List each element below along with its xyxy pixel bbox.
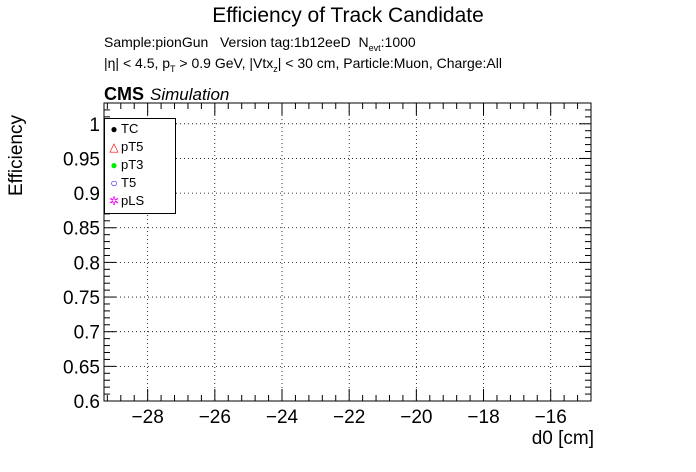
plot-frame: [103, 102, 592, 402]
chart-title: Efficiency of Track Candidate: [212, 4, 484, 27]
nevt-value: :1000: [380, 34, 416, 50]
legend-label-pt5: pT5: [121, 139, 144, 154]
legend-item-tc: ● TC: [107, 119, 138, 138]
y-tick-label-3: 0.75: [63, 288, 100, 309]
x-tick-label-0: −28: [132, 407, 164, 428]
y-tick-label-5: 0.85: [63, 219, 100, 240]
x-tick-label-6: −16: [535, 407, 567, 428]
nevt-prefix: N: [358, 34, 369, 50]
simulation-text: Simulation: [150, 85, 230, 104]
y-tick-label-2: 0.7: [74, 323, 100, 344]
selection-info-line: |η| < 4.5, pT > 0.9 GeV, |Vtxz| < 30 cm,…: [104, 55, 502, 74]
legend-label-pls: pLS: [121, 193, 145, 208]
x-tick-label-4: −20: [400, 407, 432, 428]
version-label: Version tag:1b12eeD: [219, 34, 351, 50]
legend-item-pls: ✲ pLS: [107, 191, 144, 210]
legend: ● TC △ pT5 ● pT3 ○ T5 ✲ pLS: [104, 118, 176, 214]
vtx-rest: | < 30 cm, Particle:Muon, Charge:All: [277, 55, 502, 71]
filled-circle-icon: ●: [110, 158, 118, 172]
y-tick-label-4: 0.8: [74, 253, 100, 274]
triangle-icon: △: [109, 140, 119, 154]
open-circle-icon: ○: [110, 176, 118, 190]
x-tick-label-5: −18: [467, 407, 499, 428]
x-axis-label: d0 [cm]: [531, 428, 594, 449]
y-tick-label-7: 0.95: [63, 149, 100, 170]
cms-label: CMS Simulation: [104, 84, 229, 105]
nevt-subscript: evt: [368, 43, 381, 53]
pt-cut: > 0.9 GeV, |Vtx: [175, 55, 274, 71]
legend-item-t5: ○ T5: [107, 173, 136, 192]
vtx-subscript: z: [273, 64, 278, 74]
filled-circle-icon: ●: [110, 122, 118, 136]
pt-subscript: T: [170, 64, 176, 74]
sample-info-line: Sample:pionGun Version tag:1b12eeD Nevt:…: [104, 34, 416, 53]
legend-item-pt5: △ pT5: [107, 137, 143, 156]
x-tick-label-1: −26: [199, 407, 231, 428]
eta-cut: |η| < 4.5, p: [104, 55, 171, 71]
y-tick-label-8: 1: [89, 115, 100, 136]
star-icon: ✲: [108, 194, 120, 208]
cms-text: CMS: [104, 84, 144, 104]
legend-label-t5: T5: [121, 175, 137, 190]
y-tick-label-1: 0.65: [63, 357, 100, 378]
legend-label-pt3: pT3: [121, 157, 144, 172]
sample-label: Sample:pionGun: [104, 34, 209, 50]
y-tick-label-6: 0.9: [74, 184, 100, 205]
x-tick-label-2: −24: [266, 407, 299, 428]
legend-label-tc: TC: [121, 121, 139, 136]
y-tick-label-0: 0.6: [74, 392, 100, 413]
x-tick-label-3: −22: [333, 407, 365, 428]
legend-item-pt3: ● pT3: [107, 155, 143, 174]
